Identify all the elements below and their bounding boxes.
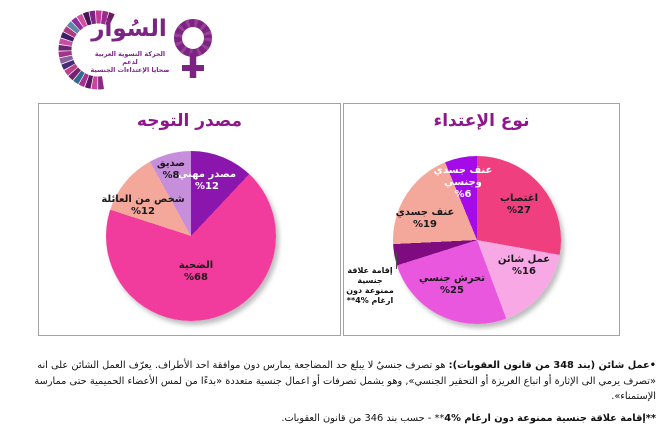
slice-value: %12 xyxy=(131,206,155,217)
footnote-1-text: هو تصرف جنسيٌ لا يبلغ حد المضاجعة يمارس … xyxy=(34,360,656,402)
callout-line1: إقامة علاقة جنسية xyxy=(347,266,393,285)
pie-label-sexual-harassment: تحرش جنسي %25 xyxy=(419,273,485,297)
slice-name: عمل شائن xyxy=(497,254,551,265)
footnote-2-bold: **إقامة علاقة جنسية ممنوعة دون ارغام %4 xyxy=(444,412,656,424)
slice-value: %8 xyxy=(162,170,180,181)
slice-name: مصدر مهني xyxy=(177,169,237,180)
slice-name-line2: وجنسي xyxy=(444,177,482,188)
slice-name: عنف جسدي xyxy=(395,207,455,218)
slice-value: %6 xyxy=(454,189,472,200)
pie-callout-prohibited-relation: إقامة علاقة جنسية ممنوعة دون ارغام %4** xyxy=(338,266,402,306)
slice-name: اغتصاب xyxy=(500,193,538,204)
assault-type-pie-chart xyxy=(393,156,561,324)
pie-label-physical-and-sexual-violence: عنف جسدي وجنسي %6 xyxy=(434,165,493,201)
pie-label-family-member: شخص من العائلة %12 xyxy=(101,194,184,218)
logo-wordmark: السُوار xyxy=(91,16,167,42)
slice-name: شخص من العائلة xyxy=(101,194,185,205)
logo-tagline-line1: الحركة النسوية العربية لدعم xyxy=(94,50,166,66)
footnotes: •عمل شائن (بند 348 من قانون العقوبات): ه… xyxy=(6,358,656,426)
slice-name-line1: عنف جسدي xyxy=(433,165,493,176)
slice-value: %12 xyxy=(195,181,219,192)
siwar-logo: السُوار الحركة النسوية العربية لدعم ضحاي… xyxy=(36,4,236,96)
callout-line2: ممنوعة دون xyxy=(346,286,394,295)
slice-name: صديق xyxy=(156,158,186,169)
slice-value: %19 xyxy=(413,219,437,230)
slice-value: %16 xyxy=(512,266,536,277)
footnote-prohibited-relation: **إقامة علاقة جنسية ممنوعة دون ارغام %4*… xyxy=(6,411,656,426)
pie-label-victim: الضحية %68 xyxy=(179,260,213,284)
pie-label-rape: اغتصاب %27 xyxy=(500,193,538,217)
footnote-shameful-act: •عمل شائن (بند 348 من قانون العقوبات): ه… xyxy=(6,358,656,405)
logo-tagline: الحركة النسوية العربية لدعم ضحايا الإعتد… xyxy=(88,50,172,74)
slice-value: %27 xyxy=(507,205,531,216)
slice-name: تحرش جنسي xyxy=(418,273,486,284)
footnote-1-bold: •عمل شائن (بند 348 من قانون العقوبات): xyxy=(448,360,656,371)
bracelet-arc-icon xyxy=(58,10,115,90)
callout-leader-line xyxy=(396,252,397,269)
logo-tagline-line2: ضحايا الإعتداءات الجنسية xyxy=(90,66,170,74)
callout-line3: ارغام %4** xyxy=(346,296,394,305)
footnote-2-text: ** - حسب بند 346 من قانون العقوبات. xyxy=(281,412,445,424)
assault-type-chart-title: نوع الإعتداء xyxy=(433,111,530,131)
female-symbol-icon xyxy=(174,19,212,78)
slice-value: %25 xyxy=(440,285,464,296)
pie-label-physical-violence: عنف جسدي %19 xyxy=(396,207,455,231)
slice-name: الضحية xyxy=(178,260,214,271)
slice-value: %68 xyxy=(184,272,208,283)
pie-label-shameful-act: عمل شائن %16 xyxy=(498,254,550,278)
referral-source-chart-title: مصدر التوجه xyxy=(136,111,243,131)
referral-source-pie-chart xyxy=(106,151,276,321)
pie-label-friend: صديق %8 xyxy=(157,158,185,182)
pie-label-professional-source: مصدر مهني %12 xyxy=(178,169,236,193)
